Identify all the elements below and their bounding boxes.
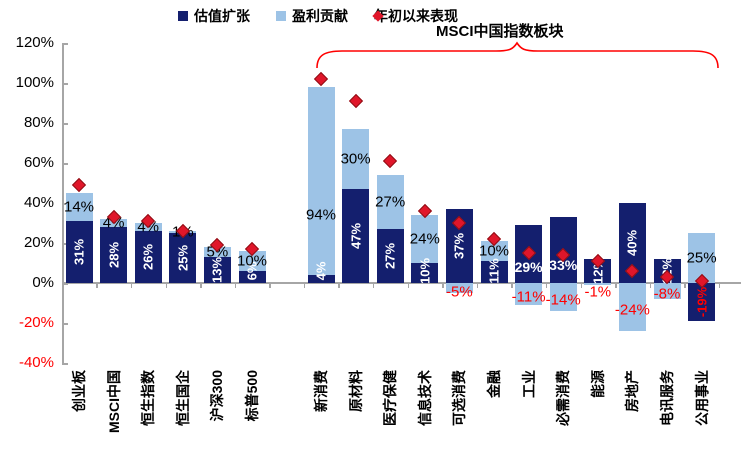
x-axis-tick [580, 284, 582, 288]
ytd-diamond-marker [348, 93, 363, 109]
x-axis-tick [338, 284, 340, 288]
dark-square-swatch-icon [178, 11, 188, 21]
bar-light-segment [515, 283, 543, 305]
legend-label: 估值扩张 [194, 8, 250, 24]
legend-item-earnings: 盈利贡献 [276, 6, 348, 26]
y-axis-label: 20% [23, 234, 54, 251]
x-axis-tick [442, 284, 444, 288]
y-axis-tick [62, 323, 68, 325]
light-square-swatch-icon [276, 11, 286, 21]
bar-dark-segment [342, 189, 370, 283]
y-axis-label: -40% [18, 354, 54, 371]
y-axis-label: 120% [15, 34, 54, 51]
y-axis-label: 100% [15, 74, 54, 91]
x-axis-tick [96, 284, 98, 288]
y-axis-label: 0% [32, 274, 54, 291]
y-axis-tick [62, 123, 68, 125]
brace-icon [316, 41, 719, 69]
y-axis-label: -20% [18, 314, 54, 331]
y-axis-tick [62, 203, 68, 205]
bar-light-segment [549, 283, 577, 311]
bar-dark-segment [307, 275, 335, 283]
x-axis-tick [684, 284, 686, 288]
bar-light-segment [238, 251, 266, 271]
chart-legend: 估值扩张 盈利贡献 年初以来表现 [178, 6, 458, 26]
x-axis-tick [649, 284, 652, 288]
x-axis-tick [130, 284, 133, 288]
x-axis-tick [61, 284, 64, 288]
y-axis-label: 60% [23, 154, 54, 171]
bar-dark-segment [65, 221, 93, 283]
bar-light-segment [65, 193, 93, 221]
x-axis-tick [372, 284, 375, 288]
bar-light-segment [584, 283, 612, 285]
y-axis-label: 40% [23, 194, 54, 211]
x-axis-tick [511, 284, 513, 288]
bar-dark-segment [238, 271, 266, 283]
x-axis-tick [615, 284, 617, 288]
ytd-diamond-marker [71, 177, 87, 193]
legend-label: 盈利贡献 [292, 8, 348, 24]
bar-dark-segment [169, 233, 197, 283]
x-axis-tick [303, 284, 306, 288]
y-axis-tick [62, 363, 68, 365]
legend-label: 年初以来表现 [374, 8, 458, 24]
bar-light-segment [618, 283, 646, 331]
y-axis-tick [62, 163, 68, 165]
x-axis-tick [269, 284, 271, 288]
legend-item-ytd: 年初以来表现 [372, 6, 458, 26]
y-axis-label: 80% [23, 114, 54, 131]
bar-light-segment [445, 283, 473, 293]
y-axis-tick [62, 43, 68, 45]
bar-light-segment [342, 129, 370, 189]
bar-dark-segment [480, 261, 508, 283]
zero-axis-line [62, 282, 741, 284]
bar-light-segment [307, 87, 335, 275]
bar-light-segment [411, 215, 439, 263]
y-axis-tick [62, 243, 68, 245]
bar-dark-segment [100, 227, 128, 283]
bar-dark-segment [411, 263, 439, 283]
bar-light-segment [653, 283, 681, 299]
bar-dark-segment [134, 231, 162, 283]
y-axis-tick [62, 83, 68, 85]
bar-light-segment [376, 175, 404, 229]
bar-dark-segment [203, 257, 231, 283]
y-axis-tick [62, 283, 68, 285]
ytd-diamond-marker [383, 153, 398, 169]
x-axis-tick [545, 284, 548, 288]
x-axis-tick [407, 284, 409, 288]
bar-light-segment [480, 241, 508, 261]
bar-dark-segment [376, 229, 404, 283]
legend-item-valuation: 估值扩张 [178, 6, 250, 26]
x-axis-tick [476, 284, 479, 288]
x-axis-tick [165, 284, 167, 288]
bar-light-segment [203, 247, 231, 257]
x-axis-tick [200, 284, 202, 288]
msci-sector-annotation: MSCI中国指数板块 [436, 23, 564, 40]
bar-dark-segment [688, 283, 716, 321]
ytd-diamond-marker [313, 71, 329, 87]
x-axis-tick [234, 284, 237, 288]
x-axis-tick [718, 284, 721, 288]
